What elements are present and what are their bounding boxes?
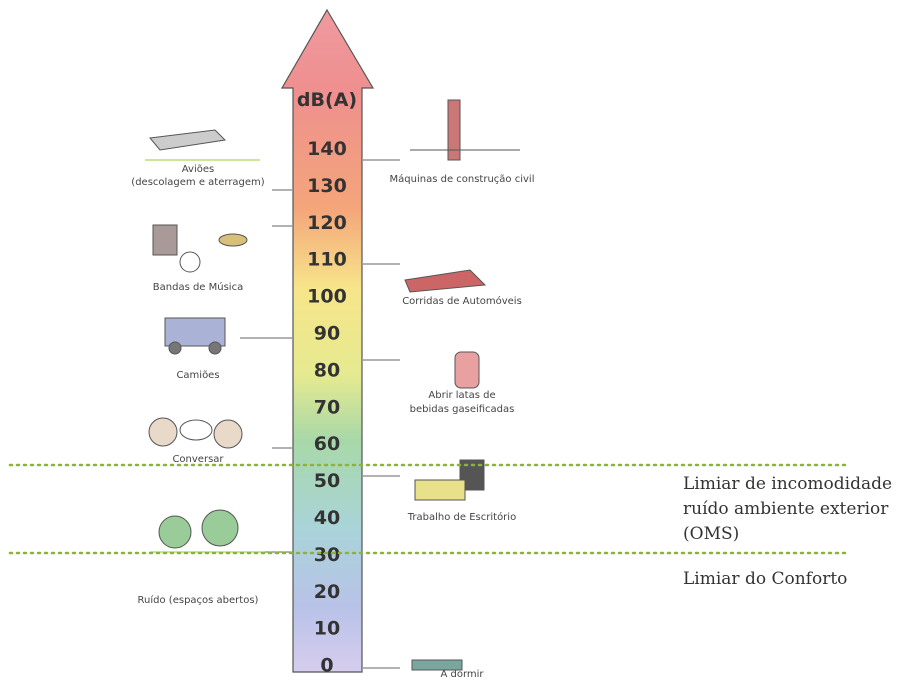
item-label: Trabalho de Escritório (407, 511, 516, 523)
level-label: 20 (314, 581, 340, 603)
item-label: A dormir (440, 669, 484, 680)
item-label: bebidas gaseificadas (410, 404, 515, 415)
level-label: 0 (320, 655, 333, 677)
level-label: 110 (307, 249, 347, 271)
level-label: 70 (314, 396, 340, 418)
level-label: 90 (314, 323, 340, 345)
threshold-labels: Limiar de incomodidade ruído ambiente ext… (683, 474, 892, 589)
level-label: 50 (314, 470, 340, 492)
item-label: Máquinas de construção civil (390, 173, 535, 185)
level-label: 140 (307, 138, 347, 160)
level-label: 60 (314, 433, 340, 455)
threshold-label: ruído ambiente exterior (683, 499, 889, 519)
level-label: 10 (314, 618, 340, 640)
threshold-label: Limiar do Conforto (683, 569, 847, 589)
item-label: Ruído (espaços abertos) (138, 594, 259, 606)
level-label: 130 (307, 175, 347, 197)
level-label: 40 (314, 507, 340, 529)
level-label: 80 (314, 359, 340, 381)
level-label: 100 (307, 286, 347, 308)
threshold-label: (OMS) (683, 524, 739, 544)
item-label: Bandas de Música (153, 281, 243, 293)
item-label: (descolagem e aterragem) (131, 177, 265, 188)
item-label: Abrir latas de (428, 390, 495, 401)
threshold-label: Limiar de incomodidade (683, 474, 892, 494)
infographic: dB(A) 1401301201101009080706050403020100… (0, 0, 922, 680)
unit: dB(A) (297, 89, 357, 111)
level-label: 120 (307, 212, 347, 234)
item-label: Aviões (182, 164, 214, 175)
item-label: Corridas de Automóveis (402, 295, 522, 307)
item-label: Conversar (172, 454, 224, 465)
level-label: 30 (314, 544, 340, 566)
item-label: Camiões (176, 370, 219, 381)
